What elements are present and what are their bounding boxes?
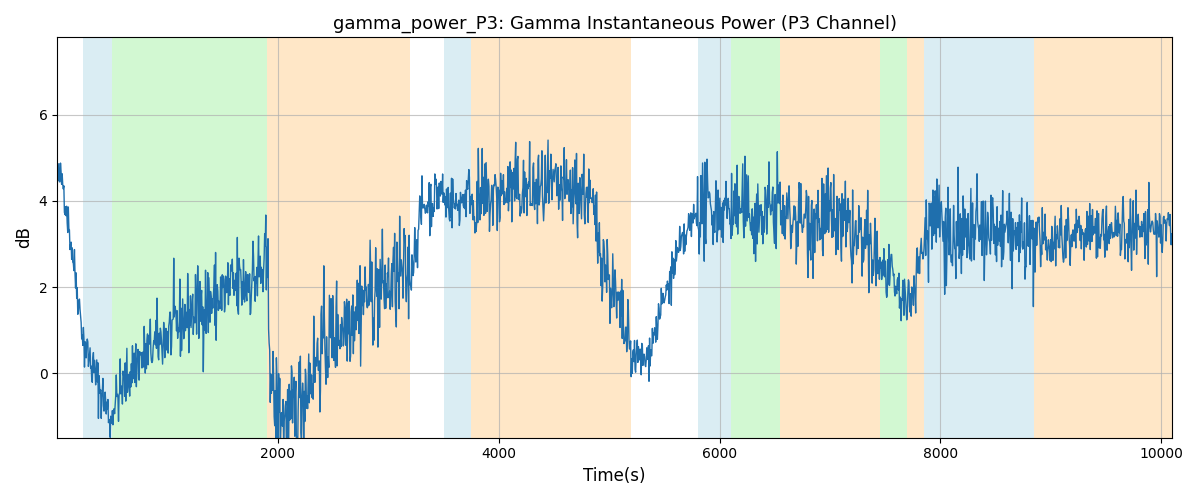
Bar — [697, 38, 731, 438]
Bar — [266, 38, 410, 438]
Title: gamma_power_P3: Gamma Instantaneous Power (P3 Channel): gamma_power_P3: Gamma Instantaneous Powe… — [332, 15, 896, 34]
Bar — [780, 38, 880, 438]
Bar — [1034, 38, 1183, 438]
Bar — [880, 38, 907, 438]
Bar — [907, 38, 924, 438]
Bar — [444, 38, 472, 438]
Bar — [731, 38, 780, 438]
Y-axis label: dB: dB — [16, 226, 34, 248]
Bar — [113, 38, 266, 438]
Bar — [83, 38, 113, 438]
Bar — [472, 38, 631, 438]
X-axis label: Time(s): Time(s) — [583, 467, 646, 485]
Bar — [924, 38, 1034, 438]
